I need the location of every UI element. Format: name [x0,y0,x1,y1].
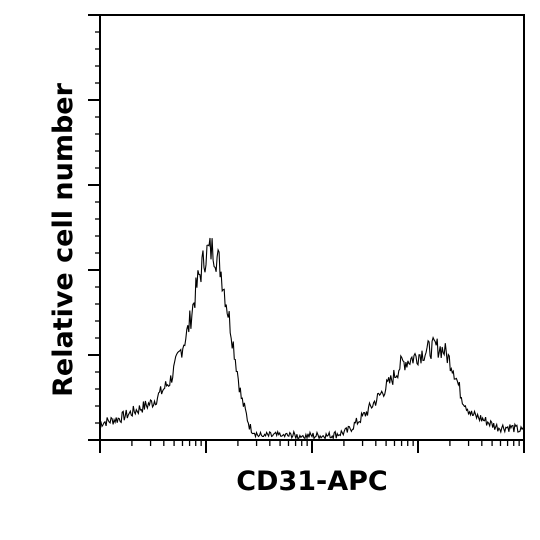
y-axis-ticks [88,14,100,441]
x-axis-ticks [99,440,525,453]
y-axis-label: Relative cell number [48,82,79,396]
x-axis-label: CD31-APC [236,466,388,497]
histogram-line [99,237,525,441]
plot-frame [99,14,525,441]
